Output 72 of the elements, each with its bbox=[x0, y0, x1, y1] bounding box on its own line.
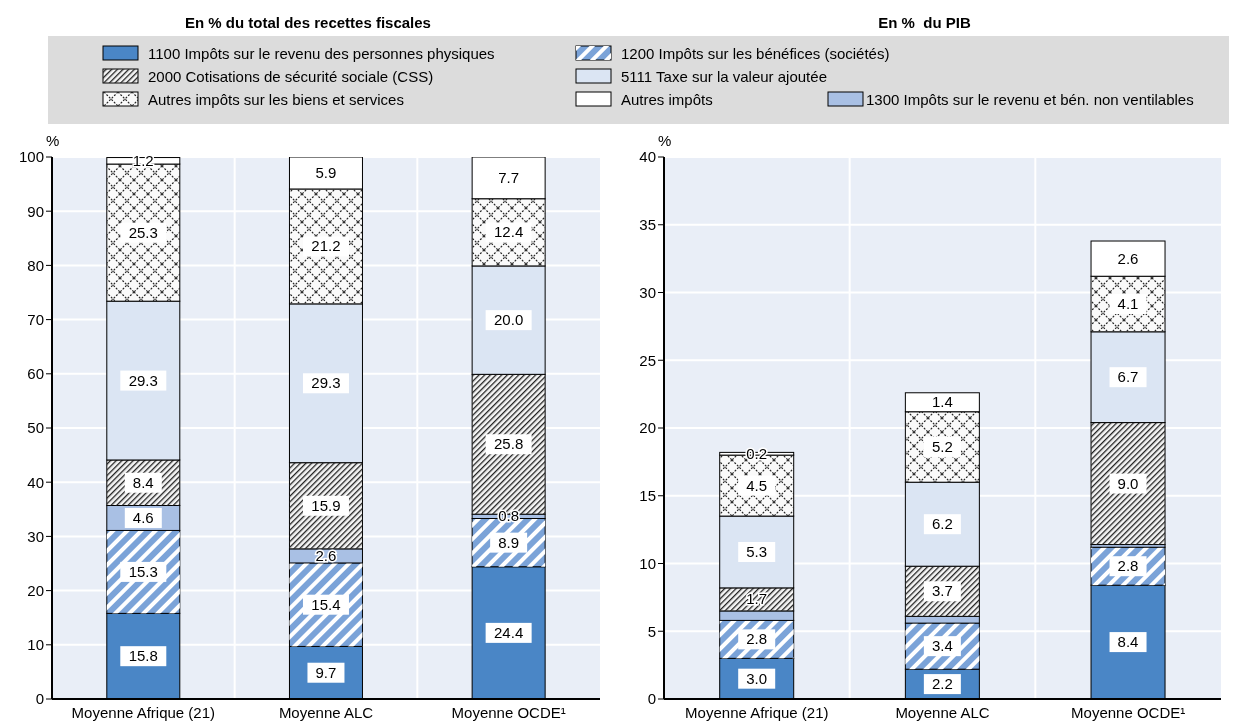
legend-label: Autres impôts sur les biens et services bbox=[148, 91, 404, 108]
y-axis-title: % bbox=[46, 132, 60, 149]
x-tick-label: Moyenne ALC bbox=[895, 703, 990, 721]
y-tick-label: 70 bbox=[27, 310, 44, 328]
data-label: 8.4 bbox=[1117, 633, 1139, 651]
data-label: 8.9 bbox=[498, 533, 520, 551]
data-label: 24.4 bbox=[494, 623, 524, 641]
data-label: 12.4 bbox=[494, 223, 524, 241]
chart-title: En % du total des recettes fiscales bbox=[184, 14, 432, 31]
data-label: 4.1 bbox=[1117, 295, 1139, 313]
x-tick-label: Moyenne OCDE¹ bbox=[1071, 703, 1186, 721]
data-label: 9.0 bbox=[1117, 474, 1139, 492]
x-tick-label: Moyenne ALC bbox=[278, 703, 374, 721]
data-label: 21.2 bbox=[311, 237, 341, 255]
y-tick-label: 40 bbox=[639, 148, 656, 166]
data-label: 25.3 bbox=[128, 223, 158, 241]
data-label: 5.3 bbox=[746, 542, 768, 560]
data-label: 5.2 bbox=[931, 437, 953, 455]
y-axis-title: % bbox=[658, 132, 672, 149]
y-tick-label: 30 bbox=[639, 283, 656, 301]
x-tick-label: Moyenne Afrique (21) bbox=[71, 703, 216, 721]
legend-label: Autres impôts bbox=[621, 91, 713, 108]
legend-label: 1200 Impôts sur les bénéfices (sociétés) bbox=[621, 45, 890, 62]
data-label: 3.0 bbox=[746, 669, 768, 687]
data-label: 7.7 bbox=[498, 168, 520, 186]
y-tick-label: 60 bbox=[27, 365, 44, 383]
legend-label: 5111 Taxe sur la valeur ajoutée bbox=[621, 68, 827, 85]
y-tick-label: 90 bbox=[27, 202, 44, 220]
data-label: 2.6 bbox=[1117, 249, 1139, 267]
legend-label: 1100 Impôts sur le revenu des personnes physiques bbox=[148, 45, 495, 62]
y-tick-label: 20 bbox=[27, 581, 44, 599]
y-tick-label: 50 bbox=[27, 419, 44, 437]
data-label: 6.7 bbox=[1117, 368, 1139, 386]
data-label: 4.6 bbox=[132, 508, 154, 526]
data-label: 25.8 bbox=[494, 435, 524, 453]
data-label: 3.7 bbox=[931, 582, 953, 600]
data-label: 2.2 bbox=[931, 675, 953, 693]
data-label: 2.8 bbox=[1117, 557, 1139, 575]
data-label: 15.8 bbox=[128, 647, 158, 665]
data-label: 2.8 bbox=[746, 630, 768, 648]
y-tick-label: 5 bbox=[647, 622, 656, 640]
data-label: 29.3 bbox=[128, 371, 158, 389]
data-label: 9.7 bbox=[315, 663, 337, 681]
data-label: 15.3 bbox=[128, 562, 158, 580]
data-label: 8.4 bbox=[132, 473, 154, 491]
data-label: 1.4 bbox=[931, 393, 953, 411]
x-tick-label: Moyenne OCDE¹ bbox=[451, 703, 566, 721]
y-tick-label: 0 bbox=[35, 690, 44, 708]
chart-title: En % du PIB bbox=[877, 14, 972, 31]
data-label: 29.3 bbox=[311, 374, 341, 392]
y-tick-label: 10 bbox=[27, 636, 44, 654]
y-tick-label: 10 bbox=[639, 554, 656, 572]
y-tick-label: 25 bbox=[639, 351, 656, 369]
y-tick-label: 15 bbox=[639, 487, 656, 505]
data-label: 6.2 bbox=[931, 515, 953, 533]
y-tick-label: 100 bbox=[18, 148, 44, 166]
legend-label: 2000 Cotisations de sécurité sociale (CSS) bbox=[148, 68, 434, 85]
y-tick-label: 0 bbox=[647, 690, 656, 708]
data-label: 3.4 bbox=[931, 637, 953, 655]
y-tick-label: 30 bbox=[27, 527, 44, 545]
data-label: 15.4 bbox=[311, 595, 341, 613]
y-tick-label: 35 bbox=[639, 216, 656, 234]
y-tick-label: 80 bbox=[27, 256, 44, 274]
data-label: 20.0 bbox=[494, 311, 524, 329]
legend-label: 1300 Impôts sur le revenu et bén. non ventilables bbox=[866, 91, 1194, 108]
y-tick-label: 40 bbox=[27, 473, 44, 491]
data-label: 2.6 bbox=[315, 546, 337, 564]
y-tick-label: 20 bbox=[639, 419, 656, 437]
x-tick-label: Moyenne Afrique (21) bbox=[685, 703, 829, 721]
data-label: 4.5 bbox=[746, 476, 768, 494]
data-label: 15.9 bbox=[311, 496, 341, 514]
data-label: 5.9 bbox=[315, 163, 337, 181]
